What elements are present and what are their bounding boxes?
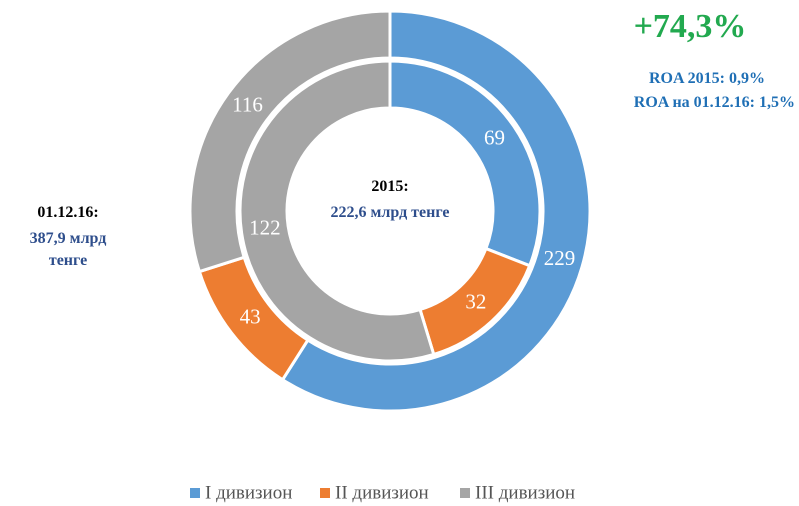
legend-swatch [460,488,470,498]
donut-slice [188,9,392,274]
roa-label: ROA 2015: 0,9% [649,70,765,87]
slice-label: 69 [484,126,505,150]
legend-text: I дивизион [205,482,292,503]
series-total: 387,9 млрд тенге [29,230,107,269]
slice-label: 32 [465,290,486,314]
slice-label: 43 [240,304,261,328]
series-name: 01.12.16: [37,204,99,221]
legend-swatch [190,488,200,498]
series-name: 2015: [371,178,409,195]
slice-label: 229 [544,246,576,270]
donut-slice [388,59,542,268]
legend-text: II дивизион [335,482,429,503]
roa-label: ROA на 01.12.16: 1,5% [633,94,795,111]
donut-slice [280,9,592,413]
legend-text: III дивизион [475,482,575,503]
series-total: 222,6 млрд тенге [330,204,450,221]
slice-label: 116 [232,93,263,117]
growth-label: +74,3% [633,8,747,45]
legend-swatch [320,488,330,498]
donut-slice [238,59,436,363]
slice-label: 122 [249,215,281,239]
